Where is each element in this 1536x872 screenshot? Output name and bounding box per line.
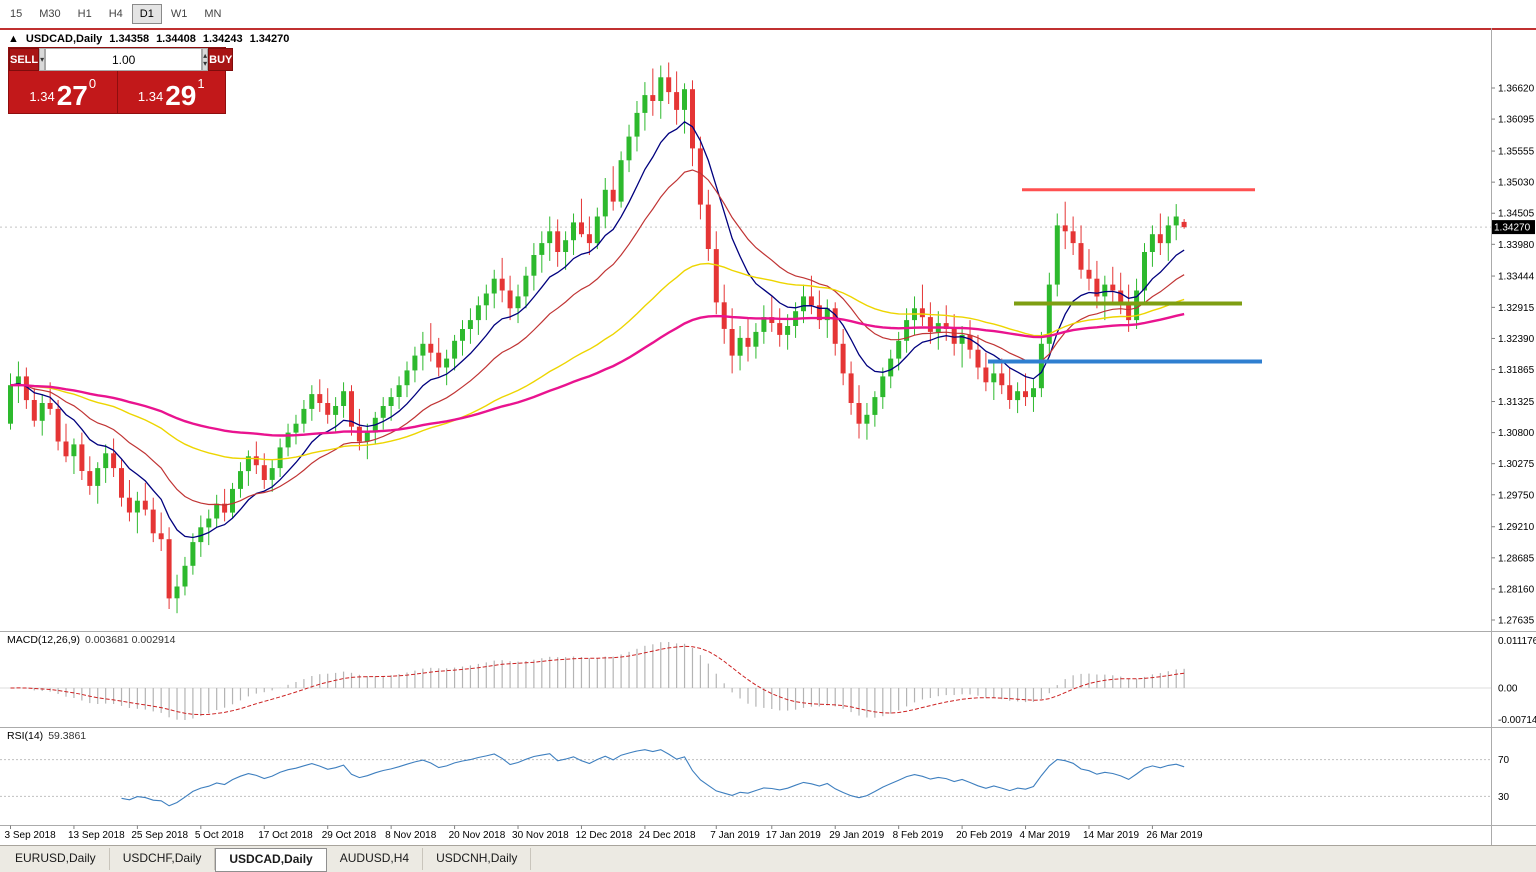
sell-button[interactable]: SELL xyxy=(9,48,40,71)
chart-tab-USDCNH[interactable]: USDCNH,Daily xyxy=(423,848,532,870)
macd-values: 0.003681 0.002914 xyxy=(84,634,176,646)
price-axis-label: 1.31325 xyxy=(1498,397,1535,408)
date-axis-label: 29 Jan 2019 xyxy=(829,830,884,841)
timeframe-button-W1[interactable]: W1 xyxy=(170,8,188,20)
rsi-value: 59.3861 xyxy=(48,730,87,742)
timeframe-button-M30[interactable]: M30 xyxy=(39,8,61,20)
date-axis-label: 7 Jan 2019 xyxy=(710,830,760,841)
price-axis-label: 1.29750 xyxy=(1498,490,1535,501)
price-axis-label: 1.32390 xyxy=(1498,334,1535,345)
spinner-down-icon: ▾ xyxy=(203,58,208,68)
rsi-line xyxy=(121,749,1185,807)
price-axis-label: 1.30275 xyxy=(1498,459,1535,470)
macd-axis-label: 0.00 xyxy=(1498,684,1518,695)
date-axis-label: 17 Oct 2018 xyxy=(258,830,313,841)
timeframe-button-H4[interactable]: H4 xyxy=(108,8,123,20)
chart-tab-bar: EURUSD,Daily USDCHF,Daily USDCAD,Daily AUDU… xyxy=(0,845,1536,872)
current-price-tag xyxy=(1492,220,1535,235)
price-axis-label: 1.33980 xyxy=(1498,240,1535,251)
timeframe-toolbar: 15 M30 H1 H4 D1 W1 MN xyxy=(0,0,1536,28)
ma-fast-navy[interactable] xyxy=(10,120,1185,539)
date-axis-label: 24 Dec 2018 xyxy=(639,830,696,841)
price-axis-label: 1.32915 xyxy=(1498,303,1535,314)
date-axis-label: 8 Feb 2019 xyxy=(893,830,944,841)
price-axis-label: 1.28685 xyxy=(1498,553,1535,564)
timeframe-button-15[interactable]: 15 xyxy=(10,8,23,20)
volume-dropdown-button[interactable]: ▾ xyxy=(39,48,46,71)
rsi-indicator-label: RSI(14) 59.3861 xyxy=(7,730,87,742)
sell-price-big: 27 xyxy=(56,80,88,112)
buy-price-pipette: 1 xyxy=(197,76,205,91)
buy-button[interactable]: BUY xyxy=(208,48,234,71)
date-axis-label: 26 Mar 2019 xyxy=(1146,830,1203,841)
date-axis-label: 13 Sep 2018 xyxy=(68,830,125,841)
chart-shift-icon: ▲ xyxy=(8,33,19,45)
chart-tab-USDCHF[interactable]: USDCHF,Daily xyxy=(110,848,216,870)
price-axis-label: 1.34505 xyxy=(1498,209,1535,220)
ohlc-high: 1.34408 xyxy=(156,33,196,45)
price-axis-label: 1.29210 xyxy=(1498,522,1535,533)
macd-histogram xyxy=(17,642,1185,720)
sell-price-pipette: 0 xyxy=(88,76,97,91)
timeframe-button-MN[interactable]: MN xyxy=(204,8,222,20)
date-axis-label: 14 Mar 2019 xyxy=(1083,830,1140,841)
date-axis-label: 25 Sep 2018 xyxy=(131,830,188,841)
symbol-info: ▲ USDCAD,Daily 1.34358 1.34408 1.34243 1.3427… xyxy=(8,33,296,45)
timeframe-button-H1[interactable]: H1 xyxy=(77,8,92,20)
macd-axis-label: 0.011176 xyxy=(1498,636,1536,647)
buy-price-display[interactable]: 1.34 29 1 xyxy=(116,71,226,113)
price-axis-label: 1.27635 xyxy=(1498,616,1535,627)
macd-indicator-label: MACD(12,26,9) 0.003681 0.002914 xyxy=(7,634,176,646)
chart-window-top-border xyxy=(0,28,1536,30)
sell-price-display[interactable]: 1.34 27 0 xyxy=(9,71,117,113)
ma-slow-yellow[interactable] xyxy=(10,262,1185,461)
price-chart: 1.36620 1.36095 1.35555 1.35030 1.34505 1.339… xyxy=(0,28,1536,845)
svg-text:1.34270: 1.34270 xyxy=(1494,223,1531,234)
date-axis-label: 8 Nov 2018 xyxy=(385,830,437,841)
date-axis-label: 17 Jan 2019 xyxy=(766,830,821,841)
chart-tab-EURUSD[interactable]: EURUSD,Daily xyxy=(2,848,110,870)
spinner-up-icon: ▴ xyxy=(203,50,208,60)
chart-tab-USDCAD[interactable]: USDCAD,Daily xyxy=(215,848,327,872)
buy-price-big: 29 xyxy=(165,80,197,112)
ohlc-low: 1.34243 xyxy=(202,33,243,45)
sell-price-small: 1.34 xyxy=(29,89,55,104)
rsi-axis-label: 70 xyxy=(1498,755,1510,766)
chart-tab-AUDUSD[interactable]: AUDUSD,H4 xyxy=(327,848,424,870)
symbol-name: USDCAD,Daily xyxy=(25,33,103,45)
price-axis-label: 1.36095 xyxy=(1498,115,1535,126)
macd-signal-line xyxy=(10,645,1185,716)
price-axis-label: 1.30800 xyxy=(1498,428,1535,439)
date-axis-label: 30 Nov 2018 xyxy=(512,830,569,841)
price-axis-label: 1.33444 xyxy=(1498,272,1535,283)
candlestick-series xyxy=(8,62,1187,614)
date-axis-label: 3 Sep 2018 xyxy=(5,830,57,841)
ohlc-close: 1.34270 xyxy=(249,33,290,45)
date-axis-label: 29 Oct 2018 xyxy=(322,830,377,841)
ma-long-magenta[interactable] xyxy=(10,312,1185,437)
ohlc-open: 1.34358 xyxy=(109,33,150,45)
chevron-down-icon: ▾ xyxy=(40,54,45,64)
date-axis-label: 5 Oct 2018 xyxy=(195,830,244,841)
price-axis-label: 1.35030 xyxy=(1498,178,1535,189)
date-axis-label: 12 Dec 2018 xyxy=(575,830,632,841)
price-axis-label: 1.35555 xyxy=(1498,147,1535,158)
macd-axis-label: -0.00714 xyxy=(1498,715,1536,726)
date-axis-label: 20 Feb 2019 xyxy=(956,830,1013,841)
volume-spinner[interactable]: ▴ ▾ xyxy=(202,48,209,71)
volume-input[interactable] xyxy=(45,48,203,71)
date-axis-label: 20 Nov 2018 xyxy=(449,830,506,841)
timeframe-button-D1[interactable]: D1 xyxy=(131,4,162,24)
price-axis-label: 1.28160 xyxy=(1498,584,1535,595)
rsi-axis-label: 30 xyxy=(1498,792,1510,803)
ma-mid-red[interactable] xyxy=(10,169,1185,506)
price-axis-label: 1.36620 xyxy=(1498,84,1535,95)
buy-price-small: 1.34 xyxy=(137,89,164,104)
price-axis-label: 1.31865 xyxy=(1498,365,1535,376)
date-axis-label: 4 Mar 2019 xyxy=(1020,830,1071,841)
